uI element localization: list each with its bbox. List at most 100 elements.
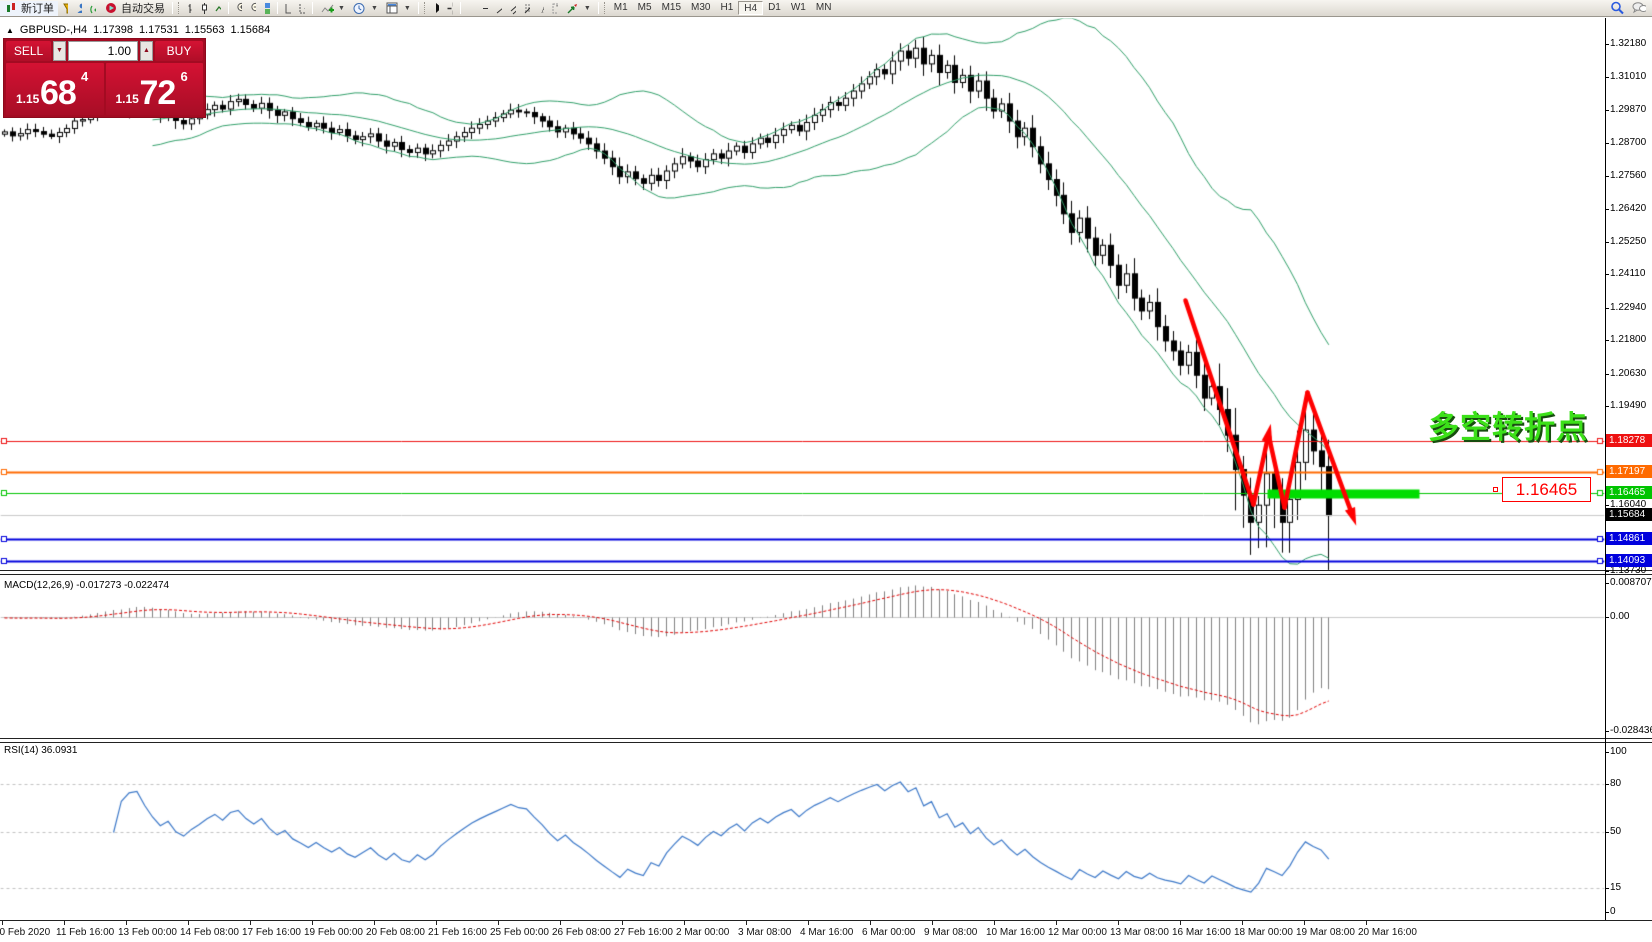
lot-decrease-button[interactable]: ▼ (53, 41, 66, 61)
time-tick-label: 25 Feb 00:00 (490, 927, 549, 938)
price-tick-label: 1.26420 (1610, 202, 1647, 214)
time-tick (312, 921, 313, 925)
crosshair-icon[interactable] (443, 1, 457, 15)
price-tag-1.16465: 1.16465 (1606, 485, 1652, 499)
high-value: 1.17531 (138, 24, 179, 36)
time-tick-label: 16 Mar 16:00 (1172, 927, 1231, 938)
rsi-scale-80-tick (1605, 784, 1609, 785)
time-tick-label: 11 Feb 16:00 (56, 927, 115, 938)
timeframe-h4[interactable]: H4 (738, 1, 764, 15)
bar-chart-icon[interactable] (183, 1, 197, 15)
accounts-icon[interactable] (72, 1, 86, 15)
zoom-in-icon[interactable] (232, 1, 246, 15)
autotrade-button[interactable]: 自动交易 (100, 1, 169, 16)
chart-title: ▲ GBPUSD-,H4 1.17398 1.17531 1.15563 1.1… (6, 24, 270, 36)
candlestick-icon[interactable] (197, 1, 211, 15)
auto-scroll-icon[interactable] (281, 1, 295, 15)
periods-button[interactable]: ▼ (349, 1, 382, 16)
signal-icon[interactable] (86, 1, 100, 15)
macd-scale-zero-tick (1605, 617, 1609, 618)
price-tick-label-tick (1605, 175, 1609, 177)
price-tick-label-tick (1605, 44, 1609, 45)
zoom-out-icon[interactable] (246, 1, 260, 15)
time-tick-label: 13 Feb 00:00 (118, 927, 177, 938)
buy-price-tile[interactable]: 1.15 72 6 (105, 63, 203, 115)
funnel-icon[interactable] (58, 1, 72, 15)
new-order-button[interactable]: 新订单 (0, 0, 58, 16)
timeframe-m1[interactable]: M1 (613, 2, 628, 13)
turning-point-annotation[interactable]: 多空转折点 (1428, 410, 1588, 445)
timeframe-m30[interactable]: M30 (691, 2, 711, 13)
time-tick (994, 921, 995, 925)
time-tick-label: 12 Mar 00:00 (1048, 927, 1107, 938)
price-tick-label: 1.20630 (1610, 367, 1647, 379)
price-tick-label: 1.29870 (1610, 103, 1647, 115)
time-tick-label: 19 Feb 00:00 (304, 927, 363, 938)
price-tick-label-tick (1605, 143, 1609, 145)
arrows-button[interactable]: ▼ (562, 1, 595, 16)
price-tick-label-tick (1605, 340, 1609, 342)
price-tick-label: 1.31010 (1610, 71, 1647, 83)
fibonacci-icon[interactable]: F (520, 1, 534, 15)
equidistant-channel-icon[interactable]: E (506, 1, 520, 15)
time-tick-label: 4 Mar 16:00 (800, 927, 854, 938)
svg-text:T: T (556, 4, 558, 14)
sell-button[interactable]: SELL (6, 41, 51, 61)
time-tick (1366, 921, 1367, 925)
sell-price-tile[interactable]: 1.15 68 4 (6, 63, 104, 115)
buy-button[interactable]: BUY (155, 41, 203, 61)
macd-rsi-separator[interactable] (0, 738, 1652, 743)
horizontal-line-icon[interactable] (478, 1, 492, 15)
toolbar: 新订单 自动交易 (0, 0, 1652, 17)
timeframe-m5[interactable]: M5 (637, 2, 652, 13)
symbol-period-label: GBPUSD-,H4 (19, 24, 88, 36)
chart-area[interactable]: ▲ GBPUSD-,H4 1.17398 1.17531 1.15563 1.1… (0, 18, 1652, 942)
rsi-label: RSI(14) 36.0931 (4, 745, 78, 756)
new-order-label: 新订单 (21, 3, 54, 15)
search-icon[interactable] (1610, 1, 1624, 15)
trendline-icon[interactable] (492, 1, 506, 15)
text-icon[interactable]: A (534, 1, 548, 15)
time-tick (1118, 921, 1119, 925)
price-tick-label-tick (1605, 504, 1609, 506)
chat-icon[interactable] (1632, 1, 1646, 15)
price-tag-1.18278: 1.18278 (1606, 434, 1652, 448)
buy-price-big: 72 (139, 74, 177, 112)
timeframe-m15[interactable]: M15 (661, 2, 682, 13)
timeframe-d1[interactable]: D1 (768, 2, 781, 13)
price-tick-label-tick (1605, 373, 1609, 375)
price-macd-separator[interactable] (0, 570, 1652, 575)
price-tick-label: 1.16040 (1610, 498, 1647, 510)
lot-size-input[interactable] (68, 41, 138, 61)
price-tick-label-tick (1605, 241, 1609, 243)
cursor-icon[interactable] (429, 1, 443, 15)
tile-windows-icon[interactable] (260, 1, 274, 15)
price-tick-label: 1.21800 (1610, 334, 1647, 346)
indicators-button[interactable]: ▼ (316, 1, 349, 16)
price-tick-label-tick (1605, 208, 1609, 210)
svg-text:A: A (541, 3, 544, 15)
time-tick-label: 21 Feb 16:00 (428, 927, 487, 938)
timeframe-h1[interactable]: H1 (720, 2, 734, 13)
chart-shift-icon[interactable] (295, 1, 309, 15)
collapse-panel-icon[interactable]: ▲ (6, 25, 14, 35)
templates-button[interactable]: ▼ (382, 1, 415, 16)
price-callout-label[interactable]: 1.16465 (1502, 477, 1591, 502)
timeframe-mn[interactable]: MN (815, 2, 832, 13)
price-tick-label: 1.19490 (1610, 400, 1647, 412)
time-tick-label: 26 Feb 08:00 (552, 927, 611, 938)
price-tick-label-tick (1605, 109, 1609, 111)
time-tick (746, 921, 747, 925)
time-tick-label: 18 Mar 00:00 (1234, 927, 1293, 938)
line-chart-icon[interactable] (211, 1, 225, 15)
vertical-line-icon[interactable] (464, 1, 478, 15)
lot-increase-button[interactable]: ▲ (140, 41, 153, 61)
chart-canvas[interactable] (0, 18, 1652, 942)
rsi-scale-15-tick (1605, 888, 1609, 889)
timeframe-w1[interactable]: W1 (790, 2, 806, 13)
price-tag-1.15684: 1.15684 (1606, 508, 1652, 522)
time-tick-label: 3 Mar 08:00 (738, 927, 792, 938)
price-tag-1.17197: 1.17197 (1606, 464, 1652, 478)
text-label-icon[interactable]: T (548, 1, 562, 15)
